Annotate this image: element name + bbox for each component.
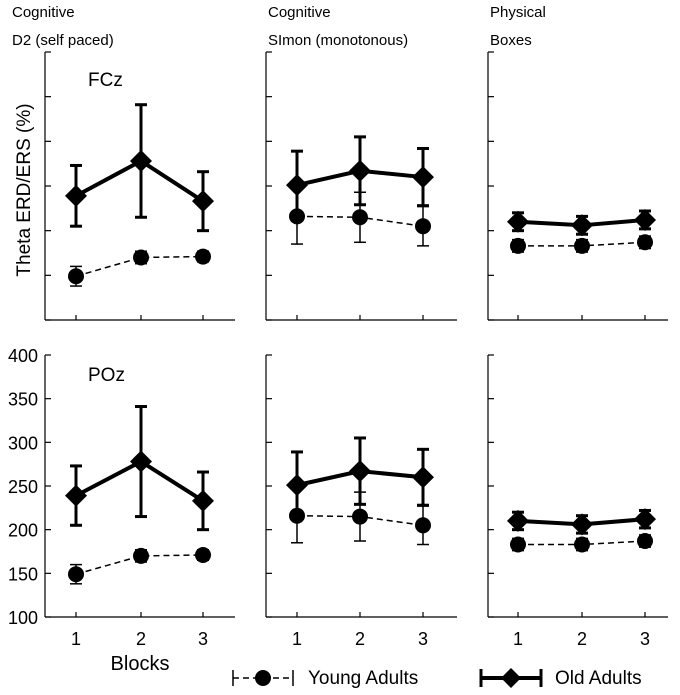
x-tick-label: 2: [577, 629, 587, 649]
data-point-old: [192, 190, 214, 213]
column-1-title-line2: D2 (self paced): [12, 32, 114, 49]
legend-old-label: Old Adults: [555, 668, 642, 689]
x-tick-label: 3: [640, 629, 650, 649]
series-line-young: [75, 554, 204, 575]
data-point-old: [65, 184, 87, 207]
data-point-old: [634, 208, 656, 231]
legend-old-marker: [501, 668, 521, 688]
data-point-young: [68, 268, 84, 285]
data-point-old: [286, 474, 308, 497]
y-tick-label: 350: [8, 390, 38, 410]
data-point-young: [510, 536, 526, 553]
x-tick-label: 2: [355, 629, 365, 649]
data-point-young: [68, 566, 84, 583]
data-point-young: [352, 209, 368, 226]
y-axis-label: Theta ERD/ERS (%): [14, 103, 35, 276]
column-3-title-line2: Boxes: [490, 32, 532, 49]
column-1-title-line1: Cognitive: [12, 4, 75, 21]
data-point-old: [130, 450, 152, 473]
y-tick-label: 100: [8, 608, 38, 628]
data-point-old: [130, 149, 152, 172]
x-axis-label: Blocks: [111, 653, 170, 675]
row-label-fcz: FCz: [88, 70, 123, 91]
y-tick-label: 300: [8, 433, 38, 453]
data-point-young: [415, 218, 431, 235]
data-point-old: [507, 210, 529, 233]
data-point-old: [65, 484, 87, 507]
data-point-old: [507, 509, 529, 532]
legend-young-marker: [255, 670, 271, 686]
column-2-title-line2: SImon (monotonous): [268, 32, 408, 49]
series-line-young: [75, 255, 204, 277]
data-point-young: [637, 234, 653, 251]
data-point-young: [195, 546, 211, 563]
data-point-young: [574, 536, 590, 553]
x-tick-label: 3: [198, 629, 208, 649]
row-label-poz: POz: [88, 365, 125, 386]
column-2-title-line1: Cognitive: [268, 4, 331, 21]
legend-young-label: Young Adults: [308, 668, 418, 689]
data-point-young: [574, 237, 590, 254]
data-point-old: [412, 466, 434, 489]
data-point-old: [571, 513, 593, 536]
y-tick-label: 200: [8, 521, 38, 541]
data-point-young: [415, 517, 431, 534]
data-point-old: [349, 159, 371, 182]
column-3-title-line1: Physical: [490, 4, 546, 21]
data-point-young: [133, 249, 149, 266]
data-point-young: [352, 508, 368, 525]
y-tick-label: 150: [8, 564, 38, 584]
data-point-young: [637, 533, 653, 550]
data-point-old: [286, 174, 308, 197]
data-point-old: [571, 214, 593, 237]
x-tick-label: 1: [292, 629, 302, 649]
data-point-young: [195, 248, 211, 265]
data-point-old: [349, 460, 371, 483]
x-tick-label: 2: [136, 629, 146, 649]
data-point-young: [133, 547, 149, 564]
y-tick-label: 250: [8, 477, 38, 497]
x-tick-label: 1: [513, 629, 523, 649]
x-tick-label: 1: [71, 629, 81, 649]
x-tick-label: 3: [418, 629, 428, 649]
data-point-young: [510, 237, 526, 254]
data-point-old: [192, 489, 214, 512]
data-point-old: [412, 166, 434, 189]
data-point-old: [634, 508, 656, 531]
y-tick-label: 400: [8, 346, 38, 366]
